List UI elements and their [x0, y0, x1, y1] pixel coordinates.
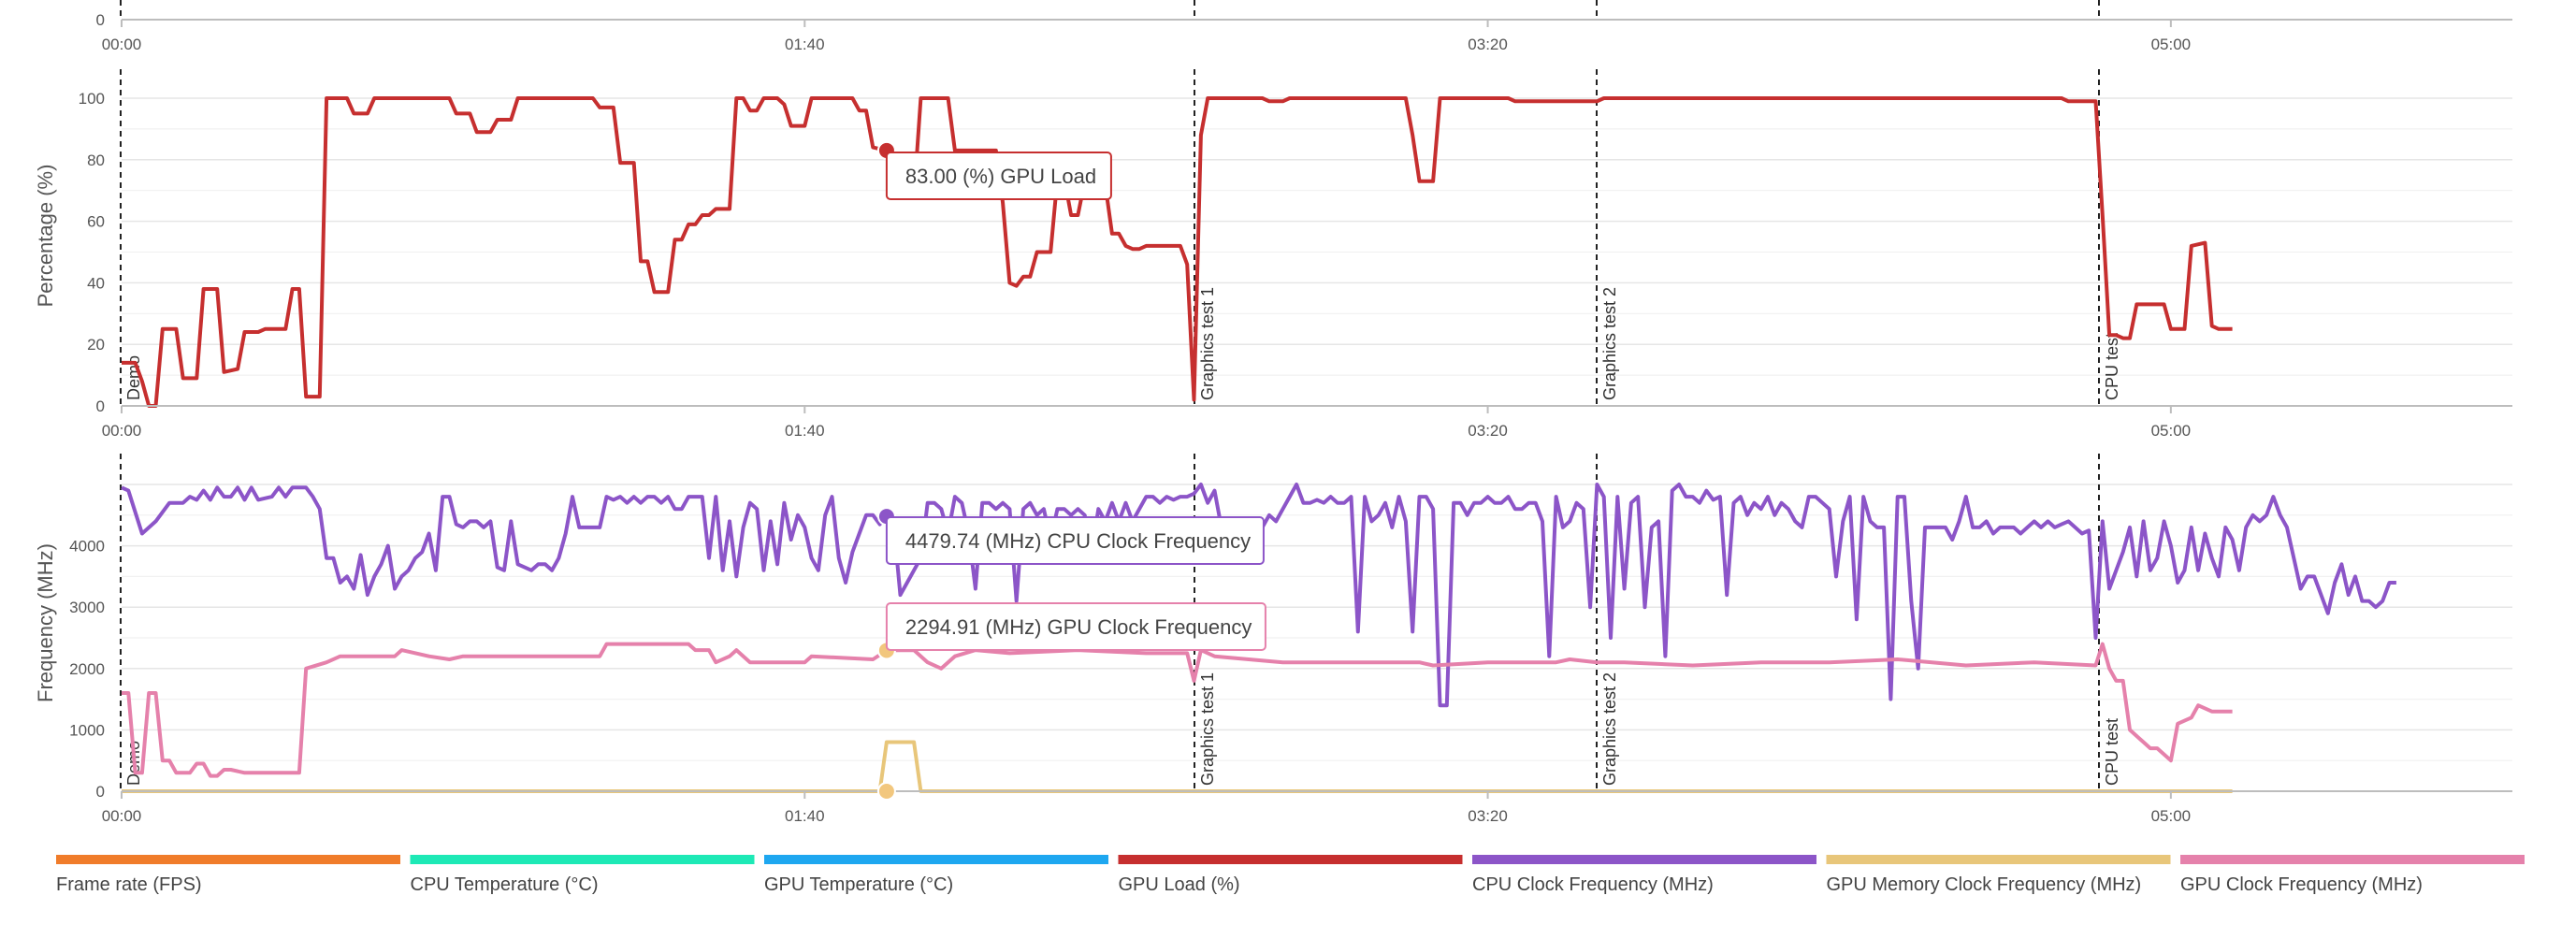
x-tick-label: 01:40: [785, 807, 825, 825]
y-tick-label: 0: [96, 397, 105, 415]
legend-swatch: [56, 855, 400, 864]
legend-label: Frame rate (FPS): [56, 874, 202, 895]
y-tick-label: 0: [96, 783, 105, 801]
y-tick-label: 0: [96, 11, 105, 29]
top-chart-partial: 0 00:00 01:40 03:20 05:00: [96, 0, 2512, 53]
x-tick-label: 00:00: [102, 36, 142, 53]
tooltip-point: [876, 782, 896, 801]
legend-swatch: [410, 855, 755, 864]
marker-label: CPU test: [2103, 333, 2121, 400]
marker-label: Graphics test 2: [1600, 672, 1619, 786]
x-tick-label: 00:00: [102, 422, 142, 440]
legend-label: CPU Temperature (°C): [411, 874, 599, 895]
x-tick-label: 03:20: [1468, 36, 1508, 53]
marker-label: Graphics test 1: [1198, 672, 1217, 786]
series-line: [122, 740, 2233, 793]
y-axis-label: Percentage (%): [34, 165, 57, 308]
tooltip-text: 2294.91 (MHz) GPU Clock Frequency: [905, 615, 1252, 639]
marker-label: Graphics test 1: [1198, 287, 1217, 400]
y-tick-label: 4000: [69, 538, 105, 556]
x-tick-label: 05:00: [2151, 422, 2192, 440]
y-tick-label: 2000: [69, 660, 105, 678]
legend-label: GPU Load (%): [1119, 874, 1240, 895]
marker-label: CPU test: [2103, 718, 2121, 786]
tooltip-box: [885, 602, 1266, 651]
y-tick-label: 3000: [69, 599, 105, 616]
legend-label: GPU Clock Frequency (MHz): [2180, 874, 2423, 895]
legend-swatch: [764, 855, 1108, 864]
x-tick-label: 01:40: [785, 422, 825, 440]
y-tick-label: 40: [87, 274, 105, 292]
marker-label: Graphics test 2: [1600, 287, 1619, 400]
x-tick-label: 01:40: [785, 36, 825, 53]
legend-swatch: [1472, 855, 1816, 864]
legend-swatch: [2180, 855, 2525, 864]
legend-label: GPU Temperature (°C): [764, 874, 953, 895]
y-tick-label: 60: [87, 213, 105, 231]
legend: Frame rate (FPS) CPU Temperature (°C) GPU …: [56, 855, 2525, 895]
tooltip-box: [885, 516, 1265, 565]
x-tick-label: 00:00: [102, 807, 142, 825]
series-line: [122, 642, 2233, 778]
legend-label: GPU Memory Clock Frequency (MHz): [1827, 874, 2142, 895]
series-line: [121, 483, 2396, 708]
x-tick-label: 03:20: [1468, 807, 1508, 825]
tooltip-box: [885, 152, 1112, 200]
tooltip-text: 4479.74 (MHz) CPU Clock Frequency: [905, 529, 1251, 553]
legend-swatch: [1118, 855, 1463, 864]
y-tick-label: 20: [87, 336, 105, 354]
legend-label: CPU Clock Frequency (MHz): [1472, 874, 1714, 895]
x-tick-label: 05:00: [2151, 36, 2192, 53]
x-tick-label: 05:00: [2151, 807, 2192, 825]
legend-swatch: [1826, 855, 2171, 864]
series-line: [122, 96, 2233, 408]
tooltip-text: 83.00 (%) GPU Load: [905, 165, 1096, 188]
y-axis-label: Frequency (MHz): [34, 543, 57, 702]
y-tick-label: 1000: [69, 721, 105, 739]
x-tick-label: 03:20: [1468, 422, 1508, 440]
y-tick-label: 80: [87, 152, 105, 169]
y-tick-label: 100: [79, 90, 105, 108]
